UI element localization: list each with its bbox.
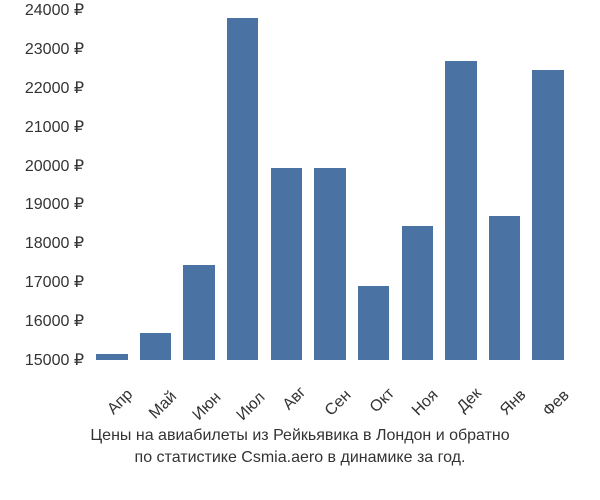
x-tick-label: Ноя — [409, 387, 442, 420]
x-tick-label: Май — [146, 388, 181, 423]
bar — [140, 333, 171, 360]
bar — [445, 61, 476, 360]
chart-caption: Цены на авиабилеты из Рейкьявика в Лондо… — [0, 425, 600, 468]
caption-line-1: Цены на авиабилеты из Рейкьявика в Лондо… — [0, 425, 600, 447]
x-tick-label: Янв — [497, 386, 530, 419]
price-chart: 15000 ₽ 16000 ₽ 17000 ₽ 18000 ₽ 19000 ₽ 20000… — [0, 0, 600, 500]
bar — [227, 18, 258, 360]
x-tick-label: Июл — [233, 389, 269, 425]
caption-line-2: по статистике Csmia.aero в динамике за г… — [0, 447, 600, 469]
x-tick-label: Окт — [366, 385, 398, 417]
y-tick-label: 21000 ₽ — [0, 117, 84, 137]
y-tick-label: 24000 ₽ — [0, 0, 84, 20]
y-tick-label: 20000 ₽ — [0, 156, 84, 176]
bar — [314, 168, 345, 361]
bar — [271, 168, 302, 361]
bar — [532, 70, 563, 360]
x-tick-label: Сен — [322, 387, 355, 420]
plot-area — [90, 10, 570, 360]
bar — [489, 216, 520, 360]
y-tick-label: 19000 ₽ — [0, 194, 84, 214]
y-tick-label: 16000 ₽ — [0, 311, 84, 331]
bars-group — [90, 10, 570, 360]
y-axis: 15000 ₽16000 ₽17000 ₽18000 ₽19000 ₽20000… — [0, 10, 90, 360]
bar — [183, 265, 214, 360]
bar — [358, 286, 389, 360]
y-tick-label: 23000 ₽ — [0, 39, 84, 59]
y-tick-label: 17000 ₽ — [0, 272, 84, 292]
x-axis: АпрМайИюнИюлАвгСенОктНояДекЯнвФев — [90, 360, 570, 420]
x-tick-label: Авг — [280, 384, 310, 414]
y-tick-label: 15000 ₽ — [0, 350, 84, 370]
bar — [402, 226, 433, 360]
x-tick-label: Июн — [190, 389, 226, 425]
x-tick-label: Апр — [104, 386, 137, 419]
y-tick-label: 18000 ₽ — [0, 233, 84, 253]
y-tick-label: 22000 ₽ — [0, 78, 84, 98]
x-tick-label: Дек — [454, 385, 486, 417]
x-tick-label: Фев — [540, 387, 574, 421]
